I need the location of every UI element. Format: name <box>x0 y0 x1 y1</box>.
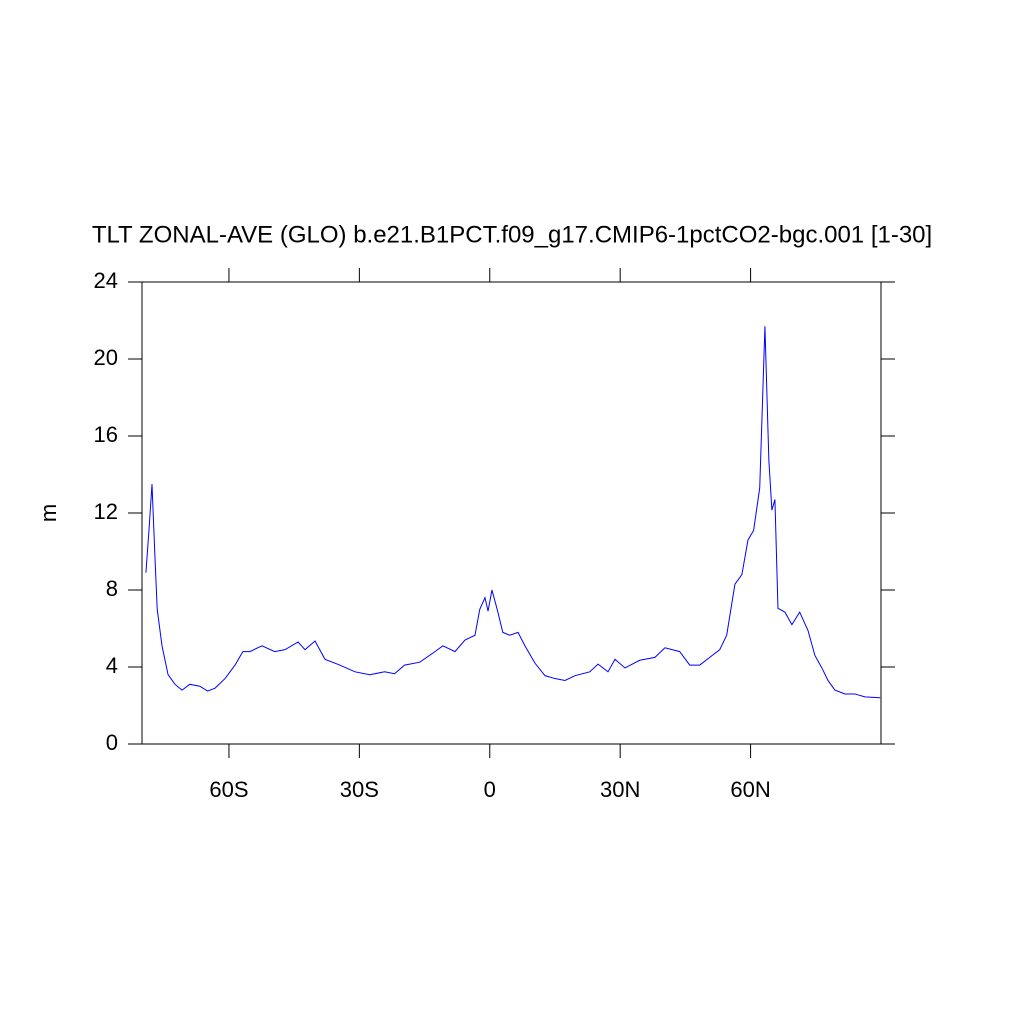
y-tick-label: 8 <box>106 576 118 601</box>
y-tick-label: 0 <box>106 730 118 755</box>
x-tick-label: 0 <box>484 777 496 802</box>
x-tick-label: 30N <box>600 777 640 802</box>
y-tick-label: 20 <box>94 345 118 370</box>
y-tick-label: 4 <box>106 653 118 678</box>
chart-title: TLT ZONAL-AVE (GLO) b.e21.B1PCT.f09_g17.… <box>92 221 932 248</box>
plot-frame <box>141 281 882 745</box>
x-tick-label: 60S <box>209 777 248 802</box>
x-tick-label: 30S <box>340 777 379 802</box>
y-axis-label: m <box>36 504 61 522</box>
y-tick-label: 12 <box>94 499 118 524</box>
y-tick-label: 16 <box>94 422 118 447</box>
y-tick-label: 24 <box>94 268 118 293</box>
data-line <box>145 326 881 699</box>
x-tick-label: 60N <box>730 777 770 802</box>
